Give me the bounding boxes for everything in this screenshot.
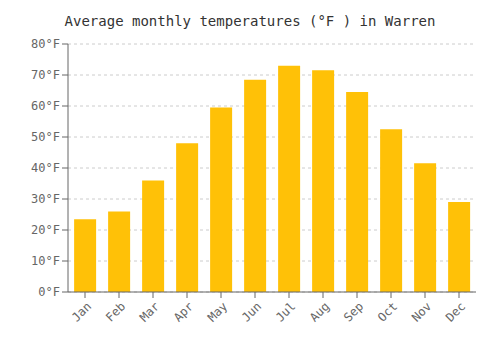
- html-text:Average monthly temperatures (: Average monthly temperatures (°F ) in Wa…: [64, 13, 436, 29]
- svg-text:Oct: Oct: [375, 299, 400, 324]
- svg-text:Dec: Dec: [443, 299, 468, 324]
- svg-text:Nov: Nov: [409, 299, 434, 324]
- svg-text:Feb: Feb: [103, 299, 128, 324]
- svg-text:0°F: 0°F: [38, 285, 60, 299]
- svg-text:Apr: Apr: [171, 299, 196, 324]
- svg-text:20°F: 20°F: [31, 223, 60, 237]
- svg-text:10°F: 10°F: [31, 254, 60, 268]
- svg-text:40°F: 40°F: [31, 161, 60, 175]
- svg-text:70°F: 70°F: [31, 68, 60, 82]
- svg-text:Sep: Sep: [341, 299, 366, 324]
- svg-text:Jun: Jun: [239, 299, 264, 324]
- svg-text:80°F: 80°F: [31, 37, 60, 51]
- svg-text:30°F: 30°F: [31, 192, 60, 206]
- svg-text:60°F: 60°F: [31, 99, 60, 113]
- svg-text:Jul: Jul: [273, 299, 298, 324]
- svg-text:50°F: 50°F: [31, 130, 60, 144]
- svg-text:Aug: Aug: [307, 299, 332, 324]
- svg-text:Jan: Jan: [69, 299, 94, 324]
- svg-text:May: May: [205, 299, 230, 324]
- svg-text:Mar: Mar: [137, 299, 162, 324]
